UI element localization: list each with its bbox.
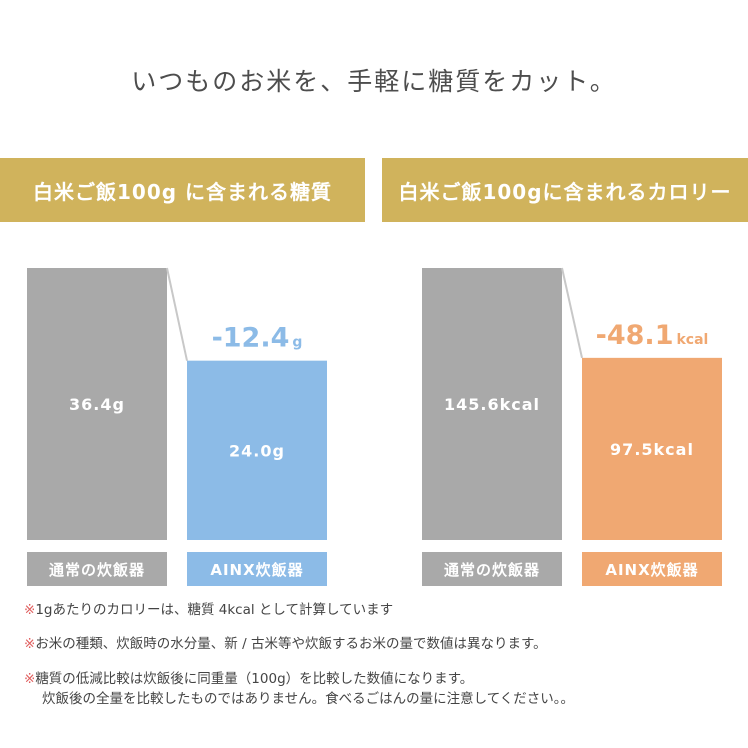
headline: いつものお米を、手軽に糖質をカット。	[131, 67, 617, 96]
note-mark: ※	[24, 602, 36, 618]
difference-value: -48.1	[596, 320, 674, 351]
footnote-3: ※糖質の低減比較は炊飯後に同重量（100g）を比較した数値になります。 炊飯後の…	[24, 669, 739, 710]
note-text-continued: 炊飯後の全量を比較したものではありません。食べるごはんの量に注意してください。。	[42, 690, 575, 707]
category-label-0: 通常の炊飯器	[49, 561, 145, 579]
difference-label: -12.4 g	[212, 323, 303, 354]
category-label-1: AINX炊飯器	[605, 561, 698, 579]
bar-value-label-0: 145.6kcal	[444, 395, 540, 414]
category-label-1: AINX炊飯器	[210, 561, 303, 579]
difference-label: -48.1 kcal	[596, 320, 709, 351]
bar-value-label-0: 36.4g	[69, 395, 125, 414]
bar-value-label-1: 24.0g	[229, 441, 285, 460]
bar-1	[582, 357, 722, 540]
footnote-1: ※1gあたりのカロリーは、糖質 4kcal として計算しています	[24, 600, 739, 620]
calorie-chart-title: 白米ご飯100gに含まれるカロリー	[382, 158, 748, 222]
carbs-chart-svg: 36.4g 通常の炊飯器 24.0g AINX炊飯器 -12.4 g	[27, 267, 327, 586]
footnotes: ※1gあたりのカロリーは、糖質 4kcal として計算しています ※お米の種類、…	[24, 600, 739, 723]
note-text: 糖質の低減比較は炊飯後に同重量（100g）を比較した数値になります。	[35, 670, 474, 687]
note-text: お米の種類、炊飯時の水分量、新 / 古米等や炊飯するお米の量で数値は異なります。	[35, 636, 547, 653]
bar-1	[187, 360, 327, 540]
category-label-0: 通常の炊飯器	[444, 561, 540, 579]
carbs-chart-title: 白米ご飯100g に含まれる糖質	[0, 158, 365, 222]
footnote-2: ※お米の種類、炊飯時の水分量、新 / 古米等や炊飯するお米の量で数値は異なります…	[24, 634, 739, 654]
category-box-1	[187, 552, 327, 586]
carbs-chart: 36.4g 通常の炊飯器 24.0g AINX炊飯器 -12.4 g	[0, 240, 370, 590]
category-box-0	[422, 552, 562, 586]
bar-0	[422, 268, 562, 540]
connector-line	[166, 267, 188, 361]
note-mark: ※	[24, 636, 36, 653]
calorie-chart-svg: 145.6kcal 通常の炊飯器 97.5kcal AINX炊飯器 -48.1 kcal	[422, 267, 722, 586]
category-box-0	[27, 552, 167, 586]
difference-unit: g	[292, 335, 302, 351]
bar-0	[27, 268, 167, 540]
difference-unit: kcal	[676, 332, 708, 348]
bar-value-label-1: 97.5kcal	[610, 440, 694, 459]
note-text: 1gあたりのカロリーは、糖質 4kcal として計算しています	[35, 602, 394, 618]
calorie-chart: 145.6kcal 通常の炊飯器 97.5kcal AINX炊飯器 -48.1 kcal	[378, 240, 748, 590]
category-box-1	[582, 552, 722, 586]
difference-value: -12.4	[212, 323, 290, 354]
connector-line	[561, 267, 583, 359]
note-mark: ※	[24, 670, 36, 687]
